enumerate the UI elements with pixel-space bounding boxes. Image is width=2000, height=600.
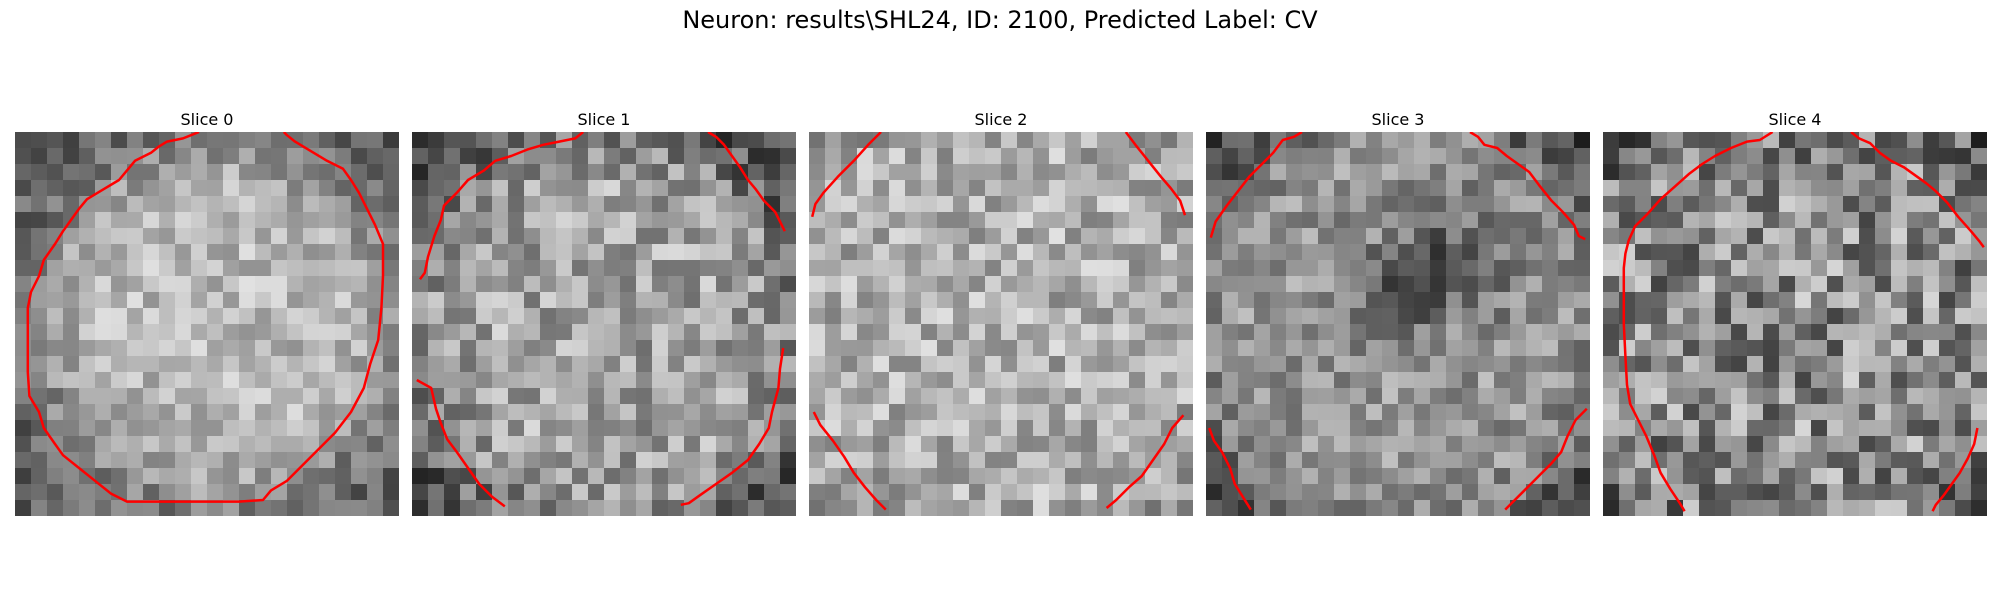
contour-line-2 [1105, 414, 1185, 509]
slice-title-2: Slice 2 [974, 110, 1028, 129]
contour-line-3 [812, 411, 887, 511]
contour-line-1 [1124, 132, 1187, 216]
figure-title: Neuron: results\SHL24, ID: 2100, Predict… [682, 6, 1318, 34]
slice-title-0: Slice 0 [180, 110, 234, 129]
contour-line-3 [416, 378, 506, 508]
contour-line-0 [26, 132, 385, 503]
contour-line-1 [1469, 132, 1586, 241]
pixel-grid [1206, 132, 1590, 516]
slice-image-3 [1206, 132, 1590, 516]
contour-line-3 [1208, 427, 1252, 511]
slice-title-1: Slice 1 [577, 110, 631, 129]
slice-image-0 [15, 132, 399, 516]
slice-title-3: Slice 3 [1371, 110, 1425, 129]
slice-panel-1: Slice 1 [412, 108, 796, 516]
contour-line-1 [1850, 132, 1985, 248]
contour-line-2 [1931, 427, 1979, 512]
slice-panel-4: Slice 4 [1603, 108, 1987, 516]
slice-panel-0: Slice 0 [15, 108, 399, 516]
contour-line-2 [680, 347, 785, 507]
contour-line-0 [1209, 132, 1303, 238]
contour-line-0 [1622, 132, 1774, 512]
pixel-grid [15, 132, 399, 516]
contour-line-1 [707, 132, 786, 232]
pixel-grid [412, 132, 796, 516]
pixel-grid [809, 132, 1193, 516]
slice-image-4 [1603, 132, 1987, 516]
contour-line-0 [810, 132, 882, 218]
slice-panel-2: Slice 2 [809, 108, 1193, 516]
slice-panel-3: Slice 3 [1206, 108, 1590, 516]
pixel-grid [1603, 132, 1987, 516]
slice-title-4: Slice 4 [1768, 110, 1822, 129]
contour-line-2 [1504, 407, 1588, 511]
slice-image-1 [412, 132, 796, 516]
slice-image-2 [809, 132, 1193, 516]
contour-line-0 [419, 132, 584, 280]
